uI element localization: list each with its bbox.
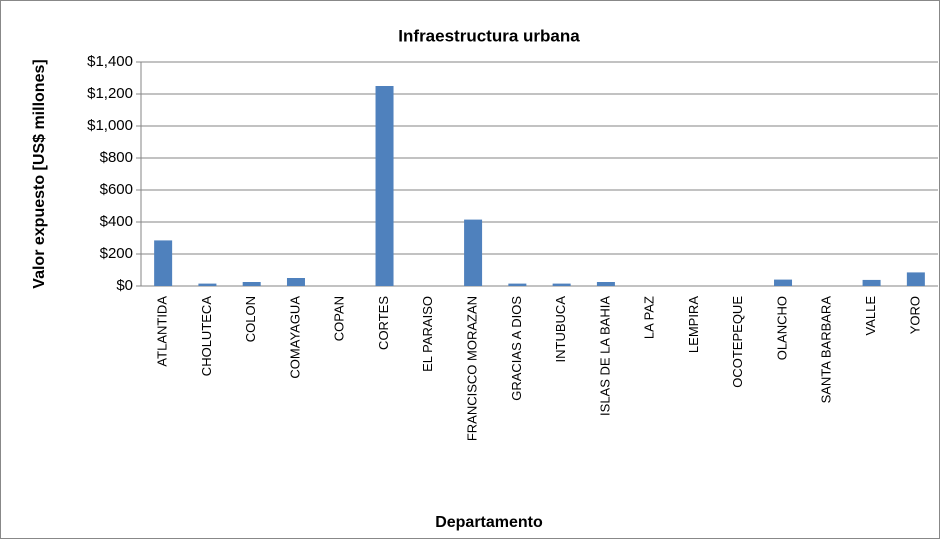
x-tick-label: COMAYAGUA bbox=[287, 296, 302, 379]
x-tick-label: SANTA BARBARA bbox=[819, 296, 834, 404]
x-tick-label: COPAN bbox=[332, 296, 347, 341]
bar bbox=[464, 219, 483, 286]
x-tick-label: VALLE bbox=[863, 296, 878, 336]
x-tick-label: LA PAZ bbox=[642, 296, 657, 339]
y-tick-label: $200 bbox=[100, 245, 133, 262]
x-tick-label: LEMPIRA bbox=[686, 296, 701, 353]
x-tick-label: ATLANTIDA bbox=[155, 296, 170, 367]
bar bbox=[596, 282, 615, 286]
y-tick-label: $800 bbox=[100, 149, 133, 166]
x-tick-label: OCOTEPEQUE bbox=[730, 296, 745, 388]
bar bbox=[242, 282, 261, 286]
y-tick-label: $600 bbox=[100, 181, 133, 198]
x-tick-label: OLANCHO bbox=[774, 296, 789, 360]
x-tick-label: YORO bbox=[907, 296, 922, 334]
chart-title: Infraestructura urbana bbox=[398, 26, 580, 45]
bar bbox=[862, 279, 881, 286]
x-tick-label: INTUBUCA bbox=[553, 296, 568, 363]
x-tick-label: CORTES bbox=[376, 296, 391, 350]
bar bbox=[375, 86, 394, 286]
y-tick-label: $1,200 bbox=[87, 85, 133, 102]
bar bbox=[154, 240, 173, 286]
x-tick-label: EL PARAISO bbox=[420, 296, 435, 372]
x-tick-label: FRANCISCO MORAZAN bbox=[465, 296, 480, 441]
x-tick-label: CHOLUTECA bbox=[199, 296, 214, 377]
bar bbox=[286, 278, 305, 286]
bar bbox=[198, 283, 217, 286]
bar bbox=[552, 283, 571, 286]
y-tick-label: $1,400 bbox=[87, 53, 133, 70]
bar bbox=[508, 283, 527, 286]
x-tick-label: ISLAS DE LA BAHIA bbox=[597, 296, 612, 416]
y-tick-label: $1,000 bbox=[87, 117, 133, 134]
x-axis-label: Departamento bbox=[435, 514, 543, 531]
y-tick-label: $400 bbox=[100, 213, 133, 230]
bar bbox=[774, 279, 793, 286]
y-axis-label: Valor expuesto [US$ millones] bbox=[31, 59, 48, 288]
y-tick-label: $0 bbox=[116, 277, 133, 294]
x-tick-label: COLON bbox=[243, 296, 258, 342]
bar bbox=[906, 272, 925, 286]
x-tick-label: GRACIAS A DIOS bbox=[509, 296, 524, 401]
